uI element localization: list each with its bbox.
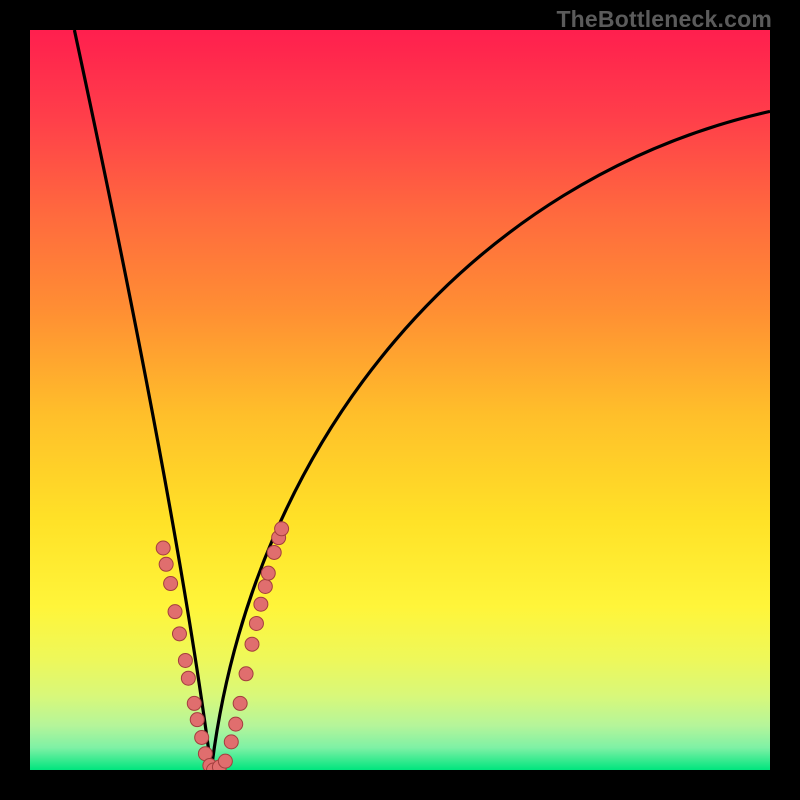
marker-point <box>258 579 272 593</box>
marker-point <box>239 667 253 681</box>
marker-point <box>187 696 201 710</box>
marker-point <box>195 730 209 744</box>
marker-point <box>254 597 268 611</box>
watermark-text: TheBottleneck.com <box>556 6 772 33</box>
plot-background <box>30 30 770 770</box>
marker-point <box>218 754 232 768</box>
marker-point <box>229 717 243 731</box>
marker-point <box>249 616 263 630</box>
marker-point <box>224 735 238 749</box>
marker-point <box>261 566 275 580</box>
marker-point <box>159 557 173 571</box>
marker-point <box>168 605 182 619</box>
marker-point <box>164 577 178 591</box>
marker-point <box>275 522 289 536</box>
marker-point <box>233 696 247 710</box>
plot-svg <box>30 30 770 770</box>
marker-point <box>156 541 170 555</box>
marker-point <box>245 637 259 651</box>
marker-point <box>267 545 281 559</box>
marker-point <box>190 713 204 727</box>
marker-point <box>181 671 195 685</box>
chart-frame: TheBottleneck.com <box>0 0 800 800</box>
marker-point <box>172 627 186 641</box>
marker-point <box>178 653 192 667</box>
